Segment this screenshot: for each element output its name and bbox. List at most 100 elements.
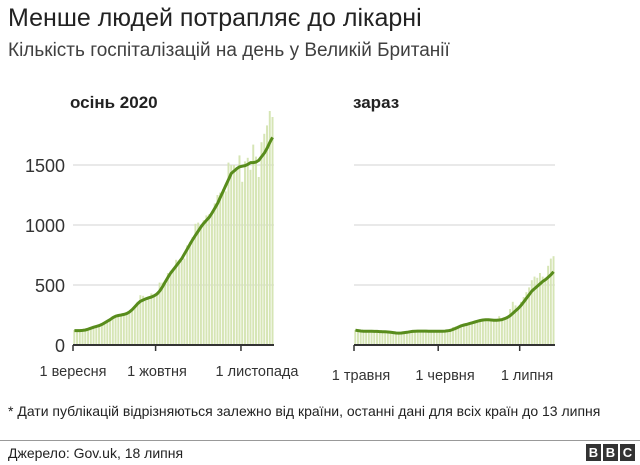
daily-bar <box>238 155 241 345</box>
daily-bar <box>414 331 416 345</box>
daily-bar <box>219 192 222 345</box>
daily-bar <box>397 333 400 345</box>
daily-bar <box>454 326 457 345</box>
daily-bar <box>133 305 136 345</box>
daily-bar <box>221 189 224 345</box>
panel-title-now: зараз <box>353 93 399 112</box>
daily-bar <box>424 331 427 345</box>
daily-bar <box>153 294 156 345</box>
daily-bar <box>530 280 533 345</box>
daily-bar <box>246 157 249 345</box>
daily-bar <box>89 327 92 345</box>
daily-bar <box>354 330 357 345</box>
daily-bar <box>386 332 389 345</box>
y-tick-label: 1000 <box>25 216 65 236</box>
daily-bar <box>539 273 541 345</box>
daily-bar <box>544 277 547 345</box>
daily-bar <box>241 181 244 345</box>
daily-bar <box>403 332 406 345</box>
daily-bar <box>76 330 79 345</box>
daily-bar <box>73 330 76 345</box>
daily-bar <box>457 325 460 345</box>
daily-bar <box>476 321 479 345</box>
daily-bar <box>87 330 90 345</box>
daily-bar <box>186 245 189 345</box>
y-tick-label: 500 <box>35 276 65 296</box>
daily-bar <box>549 258 552 345</box>
daily-bar <box>422 330 425 345</box>
daily-bar <box>490 319 493 345</box>
daily-bar <box>525 292 528 345</box>
seven-day-average-line <box>74 136 274 333</box>
daily-bar <box>172 268 175 345</box>
y-tick-label: 0 <box>55 336 65 356</box>
daily-bar <box>235 167 238 345</box>
daily-bar <box>213 203 216 345</box>
daily-bar <box>435 330 438 345</box>
daily-bar <box>528 287 531 345</box>
daily-bar <box>164 281 167 345</box>
daily-bar <box>139 295 142 345</box>
daily-bar <box>268 111 271 345</box>
daily-bar <box>249 169 252 345</box>
daily-bar <box>514 305 517 345</box>
daily-bar <box>197 222 200 345</box>
seven-day-average-line <box>355 270 555 335</box>
daily-bar <box>552 256 555 345</box>
daily-bar <box>232 165 235 345</box>
daily-bar <box>487 320 490 345</box>
daily-bar <box>438 331 441 345</box>
daily-bar <box>517 306 520 345</box>
daily-bar <box>465 323 468 345</box>
daily-bar <box>78 331 81 345</box>
divider <box>0 440 640 441</box>
daily-bar <box>362 330 365 345</box>
daily-bar <box>194 223 197 345</box>
daily-bar <box>522 297 525 345</box>
daily-bar <box>216 195 219 345</box>
daily-bar <box>541 276 544 345</box>
daily-bar <box>155 292 158 345</box>
daily-bar <box>210 211 213 345</box>
x-tick-label: 1 червня <box>415 368 474 384</box>
daily-bar <box>503 318 506 345</box>
daily-bar <box>183 258 186 345</box>
daily-bar <box>252 144 255 345</box>
daily-bar <box>389 332 392 345</box>
daily-bar <box>384 331 387 345</box>
daily-bar <box>114 316 117 345</box>
daily-bar <box>111 318 114 345</box>
daily-bar <box>446 330 449 345</box>
daily-bar <box>452 327 454 345</box>
daily-bar <box>98 324 101 345</box>
daily-bar <box>131 309 134 345</box>
daily-bar <box>169 270 172 345</box>
daily-bar <box>484 319 487 345</box>
footnote: * Дати публікацій відрізняються залежно … <box>8 403 601 419</box>
daily-bar <box>481 319 484 345</box>
daily-bar <box>511 301 514 345</box>
daily-bar <box>547 265 550 345</box>
daily-bar <box>263 133 266 345</box>
daily-bar <box>103 322 106 345</box>
daily-bar <box>202 220 205 345</box>
daily-bar <box>359 331 362 345</box>
daily-bar <box>257 177 260 345</box>
source: Джерело: Gov.uk, 18 липня <box>8 445 184 461</box>
daily-bar <box>392 333 395 345</box>
daily-bar <box>468 323 471 345</box>
daily-bar <box>479 319 482 345</box>
daily-bar <box>416 331 419 345</box>
daily-bar <box>449 328 452 345</box>
daily-bar <box>122 313 125 345</box>
daily-bar <box>166 273 169 345</box>
daily-bar <box>161 282 164 345</box>
daily-bar <box>266 125 268 346</box>
daily-bar <box>498 316 501 345</box>
x-tick-label: 1 листопада <box>216 364 300 380</box>
x-tick-label: 1 липня <box>501 368 553 384</box>
daily-bar <box>120 316 123 345</box>
daily-bar <box>136 301 139 345</box>
daily-bar <box>536 277 539 345</box>
